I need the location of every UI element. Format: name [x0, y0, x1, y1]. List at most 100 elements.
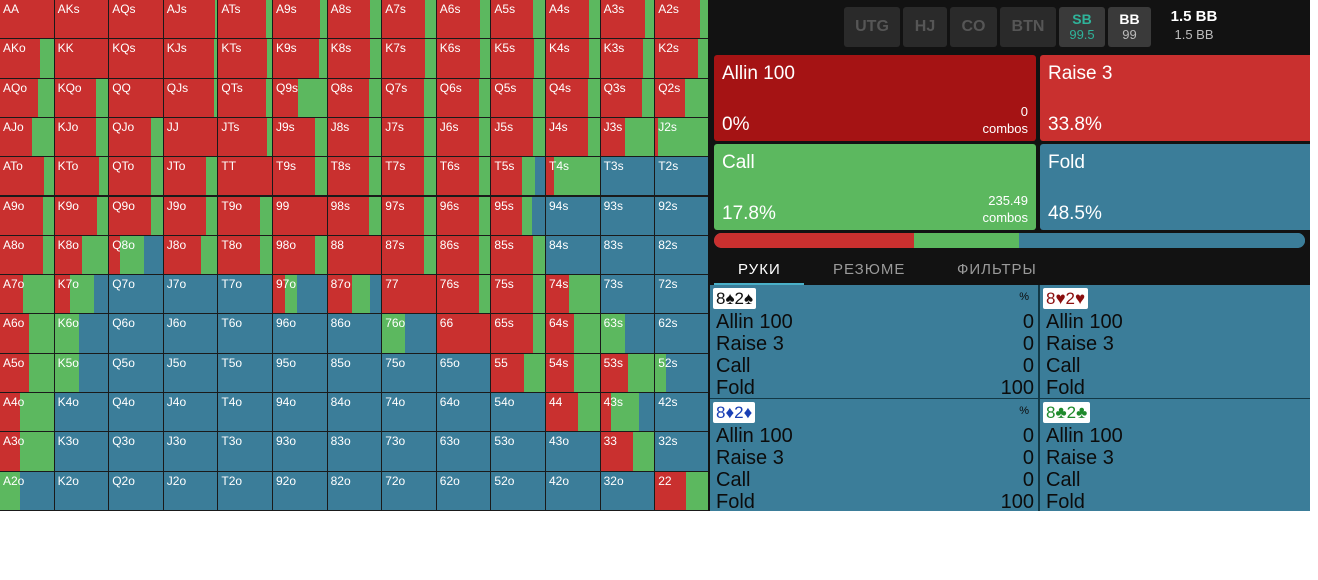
hand-cell-94s[interactable]: 94s [546, 196, 601, 236]
hand-cell-JJ[interactable]: JJ [163, 117, 219, 158]
hand-cell-96s[interactable]: 96s [436, 196, 492, 236]
hand-cell-72o[interactable]: 72o [382, 471, 437, 511]
hand-cell-K2s[interactable]: K2s [655, 39, 710, 79]
hand-cell-54o[interactable]: 54o [491, 393, 546, 433]
hand-cell-Q5o[interactable]: Q5o [109, 353, 164, 393]
hand-cell-J3o[interactable]: J3o [163, 432, 219, 472]
hand-cell-KQs[interactable]: KQs [109, 39, 164, 79]
hand-cell-KJo[interactable]: KJo [54, 117, 110, 158]
hand-cell-AJo[interactable]: AJo [0, 117, 55, 158]
hand-cell-84s[interactable]: 84s [546, 235, 601, 276]
hand-cell-K7o[interactable]: K7o [54, 275, 110, 315]
hand-cell-K4o[interactable]: K4o [54, 393, 110, 433]
hand-cell-74o[interactable]: 74o [382, 393, 437, 433]
hand-cell-52s[interactable]: 52s [655, 353, 710, 393]
hand-cell-73s[interactable]: 73s [600, 275, 656, 315]
hand-cell-K7s[interactable]: K7s [382, 39, 437, 79]
hand-cell-94o[interactable]: 94o [273, 393, 328, 433]
hand-cell-42o[interactable]: 42o [546, 471, 601, 511]
hand-cell-A9o[interactable]: A9o [0, 196, 55, 236]
hand-cell-53s[interactable]: 53s [600, 353, 656, 393]
hand-cell-Q7o[interactable]: Q7o [109, 275, 164, 315]
hand-cell-T5s[interactable]: T5s [491, 157, 546, 197]
hand-cell-K9s[interactable]: K9s [273, 39, 328, 79]
hand-cell-Q6s[interactable]: Q6s [436, 78, 492, 118]
action-call-card[interactable]: Call 235.49 combos 17.8% [714, 144, 1036, 230]
hand-cell-76o[interactable]: 76o [382, 314, 437, 354]
hand-cell-62o[interactable]: 62o [436, 471, 492, 511]
position-btn[interactable]: BTN [1000, 7, 1056, 47]
hand-cell-QJs[interactable]: QJs [163, 78, 219, 118]
hand-cell-KK[interactable]: KK [54, 39, 110, 79]
hand-cell-J4s[interactable]: J4s [546, 117, 601, 158]
hand-cell-65s[interactable]: 65s [491, 314, 546, 354]
hand-cell-63o[interactable]: 63o [436, 432, 492, 472]
hand-cell-82o[interactable]: 82o [327, 471, 383, 511]
hand-cell-83o[interactable]: 83o [327, 432, 383, 472]
hand-cell-65o[interactable]: 65o [436, 353, 492, 393]
hand-cell-95o[interactable]: 95o [273, 353, 328, 393]
hand-cell-A5o[interactable]: A5o [0, 353, 55, 393]
hand-cell-AKo[interactable]: AKo [0, 39, 55, 79]
hand-cell-Q4s[interactable]: Q4s [546, 78, 601, 118]
hand-cell-Q8s[interactable]: Q8s [327, 78, 383, 118]
hand-cell-T7o[interactable]: T7o [218, 275, 273, 315]
hand-cell-KJs[interactable]: KJs [163, 39, 219, 79]
hand-cell-T8o[interactable]: T8o [218, 235, 273, 276]
hand-cell-72s[interactable]: 72s [655, 275, 710, 315]
position-bb[interactable]: BB 99 [1108, 7, 1151, 47]
hand-cell-J2s[interactable]: J2s [655, 117, 710, 158]
hand-cell-92o[interactable]: 92o [273, 471, 328, 511]
hand-cell-76s[interactable]: 76s [436, 275, 492, 315]
hand-cell-T6s[interactable]: T6s [436, 157, 492, 197]
hand-cell-73o[interactable]: 73o [382, 432, 437, 472]
hand-cell-K8s[interactable]: K8s [327, 39, 383, 79]
hand-cell-J8s[interactable]: J8s [327, 117, 383, 158]
hand-cell-J8o[interactable]: J8o [163, 235, 219, 276]
hand-cell-K9o[interactable]: K9o [54, 196, 110, 236]
hand-cell-JTs[interactable]: JTs [218, 117, 273, 158]
hand-cell-A3s[interactable]: A3s [600, 0, 656, 40]
position-utg[interactable]: UTG [844, 7, 900, 47]
hand-cell-75o[interactable]: 75o [382, 353, 437, 393]
hand-cell-97o[interactable]: 97o [273, 275, 328, 315]
hand-cell-32o[interactable]: 32o [600, 471, 656, 511]
hand-cell-A9s[interactable]: A9s [273, 0, 328, 40]
hand-cell-Q3o[interactable]: Q3o [109, 432, 164, 472]
hand-cell-Q9o[interactable]: Q9o [109, 196, 164, 236]
hand-cell-95s[interactable]: 95s [491, 196, 546, 236]
hand-cell-J6o[interactable]: J6o [163, 314, 219, 354]
hand-cell-A2o[interactable]: A2o [0, 471, 55, 511]
hand-cell-96o[interactable]: 96o [273, 314, 328, 354]
hand-cell-86s[interactable]: 86s [436, 235, 492, 276]
hand-cell-K6o[interactable]: K6o [54, 314, 110, 354]
hand-cell-53o[interactable]: 53o [491, 432, 546, 472]
hand-combo-8d2d[interactable]: 8♦2♦ % Allin 100 0 Raise 3 0 Call 0 Fold 100 [710, 399, 1037, 511]
hand-cell-93s[interactable]: 93s [600, 196, 656, 236]
hand-cell-K5o[interactable]: K5o [54, 353, 110, 393]
hand-cell-K4s[interactable]: K4s [546, 39, 601, 79]
hand-cell-T4o[interactable]: T4o [218, 393, 273, 433]
hand-cell-KTs[interactable]: KTs [218, 39, 273, 79]
hand-cell-A5s[interactable]: A5s [491, 0, 546, 40]
position-co[interactable]: CO [950, 7, 997, 47]
hand-cell-AJs[interactable]: AJs [163, 0, 219, 40]
hand-cell-J4o[interactable]: J4o [163, 393, 219, 433]
hand-cell-T2s[interactable]: T2s [655, 157, 710, 197]
hand-cell-T3s[interactable]: T3s [600, 157, 656, 197]
hand-cell-J7s[interactable]: J7s [382, 117, 437, 158]
hand-cell-83s[interactable]: 83s [600, 235, 656, 276]
hand-cell-Q3s[interactable]: Q3s [600, 78, 656, 118]
hand-cell-AA[interactable]: AA [0, 0, 55, 40]
hand-cell-QTs[interactable]: QTs [218, 78, 273, 118]
hand-cell-87o[interactable]: 87o [327, 275, 383, 315]
tab-filters[interactable]: ФИЛЬТРЫ [957, 261, 1037, 278]
hand-cell-KTo[interactable]: KTo [54, 157, 110, 197]
action-raise-card[interactable]: Raise 3 c 33.8% [1040, 55, 1310, 141]
hand-cell-97s[interactable]: 97s [382, 196, 437, 236]
hand-cell-K3o[interactable]: K3o [54, 432, 110, 472]
hand-cell-T4s[interactable]: T4s [546, 157, 601, 197]
hand-cell-K6s[interactable]: K6s [436, 39, 492, 79]
hand-cell-42s[interactable]: 42s [655, 393, 710, 433]
hand-cell-43o[interactable]: 43o [546, 432, 601, 472]
